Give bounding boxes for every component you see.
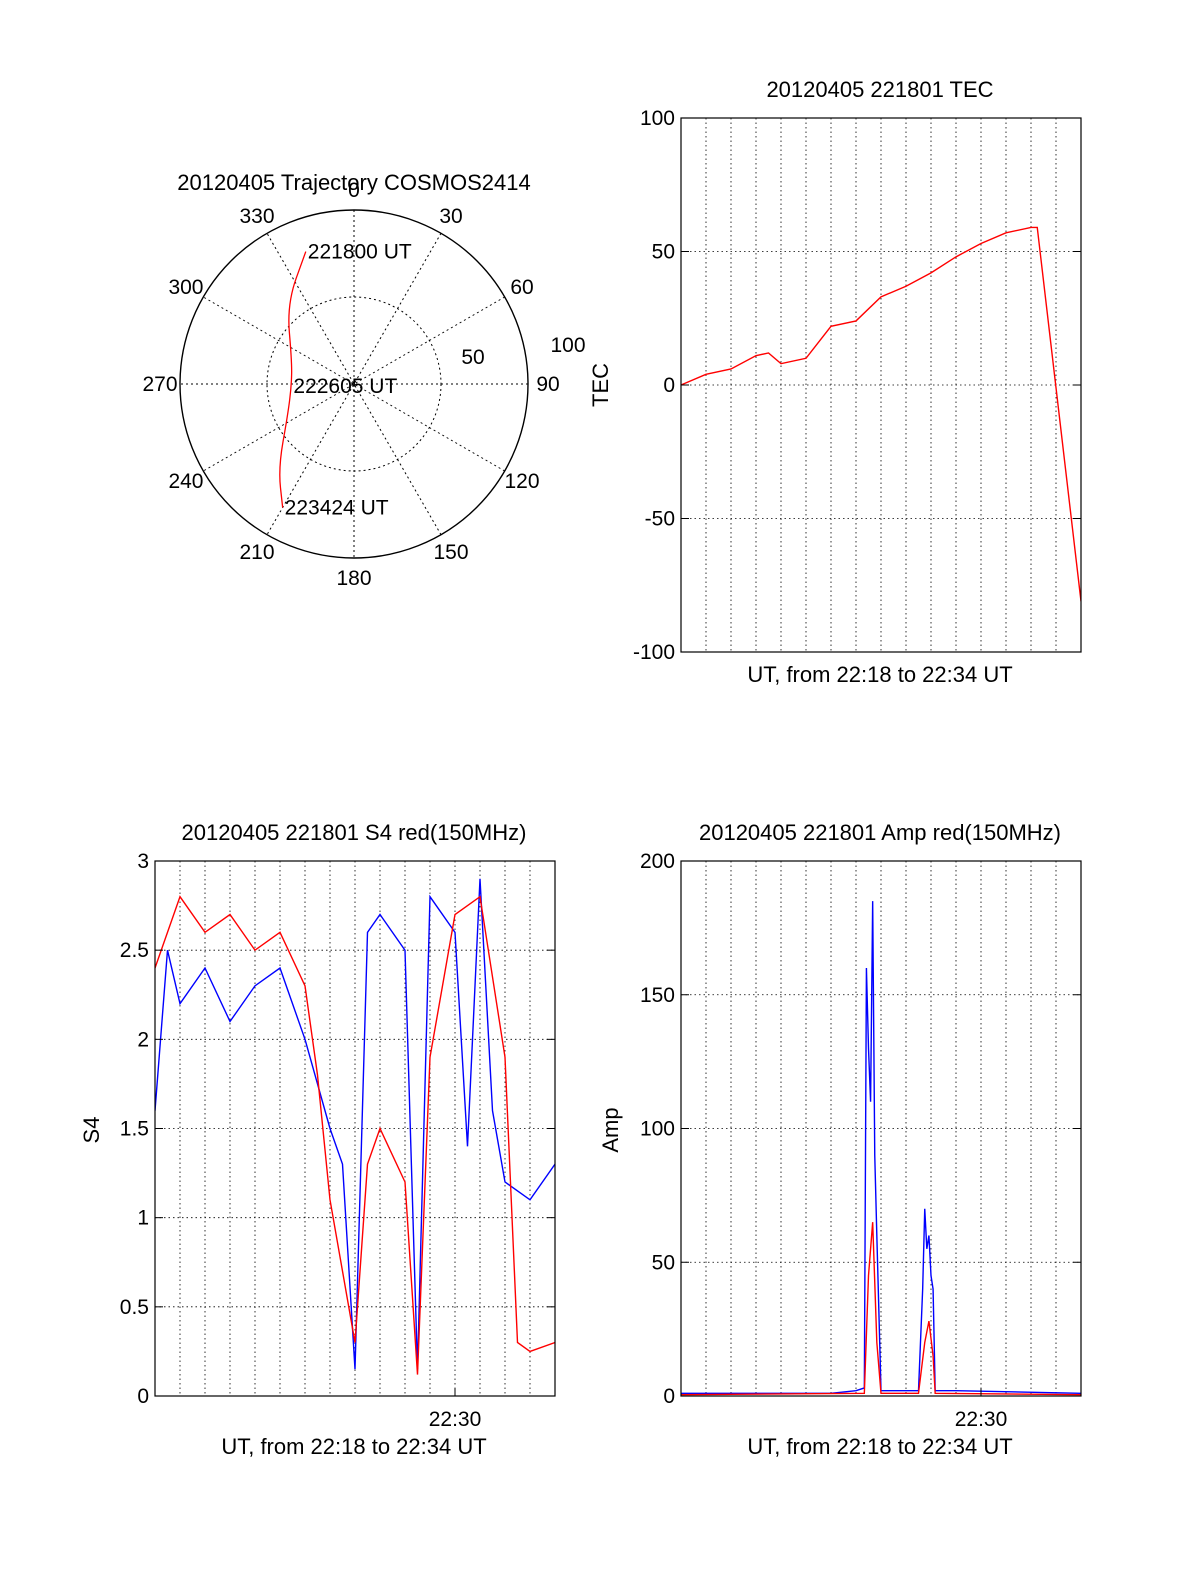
polar-angle-label: 0 <box>348 179 360 202</box>
amp-chart-title: 20120405 221801 Amp red(150MHz) <box>699 820 1061 845</box>
polar-angle-label: 180 <box>336 567 371 590</box>
polar-angle-label: 240 <box>168 470 203 493</box>
polar-angle-labels: 0 30 60 90 120 150 180 210 240 270 300 330 <box>142 179 559 590</box>
y-tick-label: 50 <box>652 1251 675 1274</box>
y-tick-label: 2 <box>137 1028 149 1051</box>
polar-angle-label: 120 <box>504 470 539 493</box>
polar-chart-title: 20120405 Trajectory COSMOS2414 <box>177 170 530 195</box>
x-tick-label: 22:30 <box>955 1408 1008 1431</box>
polar-spoke <box>266 233 442 535</box>
s4-y-label: S4 <box>79 1117 104 1144</box>
series-line-2 <box>681 1222 1081 1396</box>
amp-chart: 20120405 221801 Amp red(150MHz) 200 150 10… <box>598 820 1082 1459</box>
y-tick-label: 3 <box>137 850 149 873</box>
tec-x-label: UT, from 22:18 to 22:34 UT <box>747 662 1012 687</box>
y-tick-label: 0 <box>137 1385 149 1408</box>
s4-chart-title: 20120405 221801 S4 red(150MHz) <box>182 820 527 845</box>
trajectory-annotation: 223424 UT <box>285 497 389 520</box>
polar-trajectory-chart: 20120405 Trajectory COSMOS2414 0 30 60 90 12… <box>142 170 585 590</box>
y-tick-label: 1.5 <box>120 1118 149 1141</box>
tec-series <box>681 226 1081 602</box>
polar-angle-label: 210 <box>239 541 274 564</box>
polar-grid <box>179 209 529 559</box>
y-tick-label: 100 <box>640 107 675 130</box>
polar-angle-label: 270 <box>142 373 177 396</box>
tec-y-label: TEC <box>588 363 613 407</box>
tec-chart-title: 20120405 221801 TEC <box>766 77 993 102</box>
polar-angle-label: 90 <box>536 373 559 396</box>
polar-radial-label: 100 <box>550 334 585 357</box>
s4-series <box>155 878 555 1375</box>
s4-x-label: UT, from 22:18 to 22:34 UT <box>221 1434 486 1459</box>
amp-x-label: UT, from 22:18 to 22:34 UT <box>747 1434 1012 1459</box>
polar-angle-label: 30 <box>439 205 462 228</box>
polar-angle-label: 300 <box>168 276 203 299</box>
y-tick-label: 150 <box>640 984 675 1007</box>
amp-grid <box>681 861 1081 1396</box>
polar-angle-label: 60 <box>510 276 533 299</box>
polar-radial-label: 50 <box>461 346 484 369</box>
amp-series <box>681 901 1081 1396</box>
s4-grid <box>155 861 555 1396</box>
s4-chart: 20120405 221801 S4 red(150MHz) 3 2.5 2 1.5 1… <box>79 820 556 1459</box>
y-tick-label: 100 <box>640 1118 675 1141</box>
tec-chart: 20120405 221801 TEC 100 50 0 -50 -100 UT, fr… <box>588 77 1082 687</box>
y-tick-label: 0 <box>663 1385 675 1408</box>
polar-radial-labels: 50 100 <box>461 334 585 369</box>
s4-y-ticks: 3 2.5 2 1.5 1 0.5 0 <box>120 850 555 1408</box>
s4-x-ticks: 22:30 <box>429 1388 482 1431</box>
tec-grid <box>681 118 1081 652</box>
polar-angle-label: 330 <box>239 205 274 228</box>
y-tick-label: -50 <box>645 508 675 531</box>
series-line-2 <box>155 895 555 1375</box>
polar-angle-label: 150 <box>433 541 468 564</box>
y-tick-label: 0 <box>663 374 675 397</box>
amp-y-label: Amp <box>598 1107 623 1152</box>
amp-x-ticks: 22:30 <box>955 1388 1008 1431</box>
y-tick-label: 0.5 <box>120 1296 149 1319</box>
y-tick-label: 200 <box>640 850 675 873</box>
trajectory-annotation: 221800 UT <box>308 241 412 264</box>
series-line-1 <box>155 878 555 1370</box>
y-tick-label: 1 <box>137 1207 149 1230</box>
amp-y-ticks: 200 150 100 50 0 <box>640 850 1081 1408</box>
x-tick-label: 22:30 <box>429 1408 482 1431</box>
trajectory-annotation: 222605 UT <box>293 375 397 398</box>
polar-spoke <box>266 233 442 535</box>
y-tick-label: 50 <box>652 241 675 264</box>
trajectory-line <box>279 251 307 508</box>
y-tick-label: 2.5 <box>120 939 149 962</box>
series-line-1 <box>681 226 1081 602</box>
trajectory-annotations: 221800 UT 222605 UT 223424 UT <box>285 241 412 520</box>
y-tick-label: -100 <box>633 641 675 664</box>
tec-y-ticks: 100 50 0 -50 -100 <box>633 107 1081 664</box>
